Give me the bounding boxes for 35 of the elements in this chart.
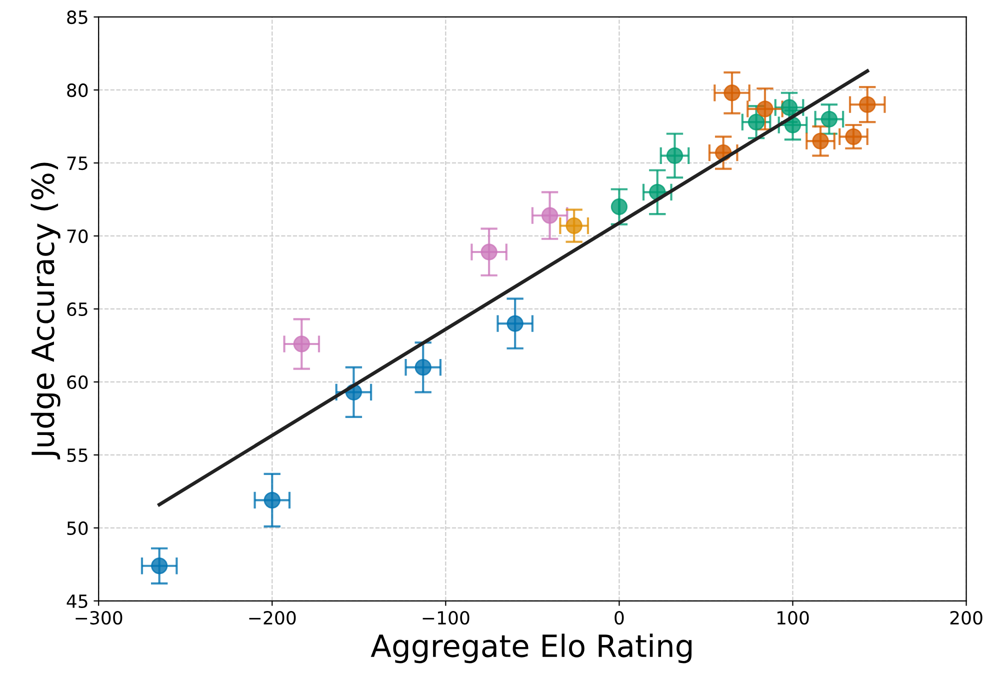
y-tick-label: 80 xyxy=(67,83,88,98)
x-tick-label: 200 xyxy=(950,610,982,625)
x-tick-label: −100 xyxy=(422,610,470,625)
point xyxy=(812,132,829,150)
y-tick-label: 75 xyxy=(67,156,88,170)
point xyxy=(610,198,628,216)
point xyxy=(756,100,774,118)
point xyxy=(748,114,765,130)
y-tick-label: 45 xyxy=(66,594,88,608)
y-tick-label: 50 xyxy=(67,521,88,536)
x-tick-label: 0 xyxy=(614,610,624,625)
point xyxy=(414,359,432,376)
point xyxy=(506,315,524,332)
y-tick-label: 60 xyxy=(67,375,88,390)
point xyxy=(293,336,310,352)
point xyxy=(820,110,838,128)
point xyxy=(845,128,862,146)
point xyxy=(859,96,876,113)
point xyxy=(480,244,498,260)
y-tick-label: 55 xyxy=(67,448,88,462)
point xyxy=(264,492,280,509)
point xyxy=(724,84,740,102)
y-tick-label: 65 xyxy=(67,302,88,316)
y-axis-title: Judge Accuracy (%) xyxy=(30,162,60,460)
point xyxy=(541,207,558,224)
x-tick-label: −300 xyxy=(76,610,122,625)
y-tick-label: 70 xyxy=(67,229,88,244)
y-tick-label: 85 xyxy=(67,10,88,24)
point xyxy=(151,558,168,574)
x-tick-label: 100 xyxy=(777,610,809,625)
point xyxy=(666,147,684,164)
point xyxy=(566,217,582,234)
x-axis-title: Aggregate Elo Rating xyxy=(370,634,692,664)
x-tick-label: −200 xyxy=(249,610,296,625)
point xyxy=(780,99,798,116)
